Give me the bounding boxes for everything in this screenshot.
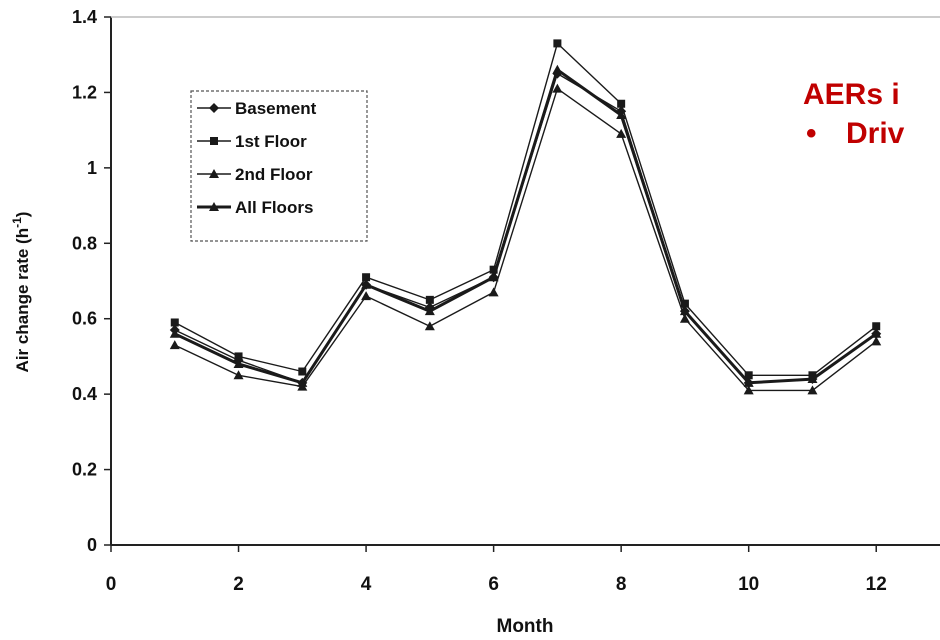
data-point-marker <box>679 313 690 323</box>
data-point-marker <box>680 299 689 308</box>
legend-marker <box>209 103 219 113</box>
legend: Basement 1st Floor 2nd Floor All Floors <box>190 90 368 242</box>
legend-label: 1st Floor <box>235 132 307 151</box>
data-point-marker <box>169 340 180 350</box>
slide-bullet-point: • Driv <box>806 117 904 151</box>
y-tick-label: 0.4 <box>72 384 97 404</box>
data-point-marker <box>807 374 818 384</box>
y-axis-title: Air change rate (h-1) <box>10 212 32 373</box>
data-point-marker <box>743 377 754 387</box>
data-point-marker <box>679 306 690 316</box>
data-point-marker <box>616 128 627 138</box>
data-point-marker <box>617 99 626 108</box>
data-point-marker <box>743 385 754 395</box>
data-point-marker <box>361 291 372 301</box>
x-tick-label: 0 <box>106 574 117 595</box>
data-point-marker <box>169 328 180 338</box>
data-point-marker <box>424 321 435 331</box>
legend-entry: Basement <box>197 99 317 118</box>
data-point-marker <box>170 318 179 327</box>
x-tick-label: 10 <box>738 574 759 595</box>
y-tick-label: 1.2 <box>72 82 97 102</box>
data-point-marker <box>871 336 882 346</box>
legend-marker <box>209 169 219 178</box>
bullet-glyph: • <box>806 117 817 150</box>
data-point-marker <box>616 110 627 120</box>
x-tick-label: 6 <box>488 574 499 595</box>
y-tick-label: 0.6 <box>72 309 97 329</box>
data-point-marker <box>553 39 562 48</box>
data-point-marker <box>488 272 499 282</box>
bullet-text: Driv <box>846 117 905 150</box>
data-point-marker <box>552 64 563 74</box>
data-point-marker <box>298 367 307 376</box>
axes <box>104 16 940 552</box>
data-point-marker <box>807 385 818 395</box>
y-tick-label: 0 <box>87 535 97 555</box>
data-point-marker <box>488 287 499 297</box>
x-tick-label: 12 <box>866 574 887 595</box>
data-point-marker <box>744 371 753 380</box>
series-all-floors <box>169 64 882 387</box>
legend-marker <box>210 137 218 145</box>
legend-marker <box>209 202 219 211</box>
data-point-marker <box>234 352 243 361</box>
y-tick-label: 1 <box>87 158 97 178</box>
legend-entry: 1st Floor <box>197 132 307 151</box>
data-point-marker <box>297 377 308 387</box>
data-point-marker <box>425 295 434 304</box>
data-point-marker <box>552 83 563 93</box>
data-point-marker <box>871 328 882 338</box>
y-tick-label: 1.4 <box>72 7 97 27</box>
x-tick-label: 2 <box>233 574 244 595</box>
y-tick-label: 0.8 <box>72 233 97 253</box>
data-point-marker <box>424 306 435 316</box>
x-tick-label: 8 <box>616 574 627 595</box>
data-point-marker <box>489 265 498 274</box>
series-line <box>174 68 878 385</box>
x-axis-title: Month <box>497 616 554 637</box>
data-point-marker <box>233 358 244 368</box>
series-2nd-floor <box>169 83 882 395</box>
data-point-marker <box>361 279 372 289</box>
slide-heading: AERs i <box>803 78 900 111</box>
series-lines <box>169 39 882 395</box>
legend-label: 2nd Floor <box>235 165 313 184</box>
series-line <box>174 87 877 392</box>
series-line <box>174 42 877 376</box>
legend-entry: All Floors <box>197 198 313 217</box>
data-point-marker <box>233 370 244 380</box>
legend-label: Basement <box>235 99 317 118</box>
legend-entry: 2nd Floor <box>197 165 313 184</box>
tick-labels: 0 2 4 6 8 10 12 0 0.2 0.4 0.6 0.8 1 1.2 1.4 <box>72 7 887 595</box>
legend-label: All Floors <box>235 198 313 217</box>
x-tick-label: 4 <box>361 574 372 595</box>
y-tick-label: 0.2 <box>72 460 97 480</box>
data-point-marker <box>362 273 371 282</box>
legend-box <box>190 90 368 242</box>
data-point-marker <box>872 322 881 331</box>
